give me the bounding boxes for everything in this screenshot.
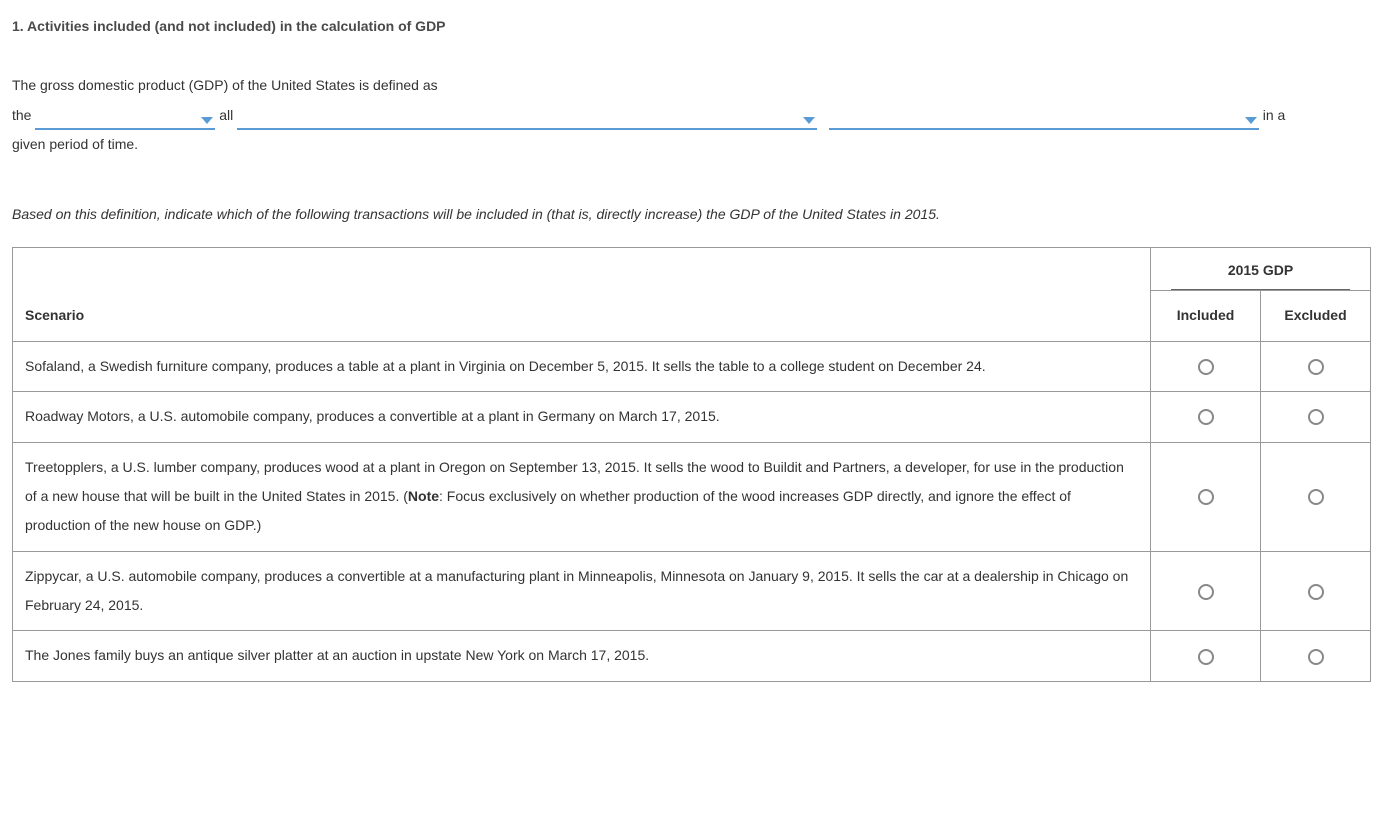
table-row: Treetopplers, a U.S. lumber company, pro… bbox=[13, 442, 1371, 551]
dropdown-1[interactable] bbox=[35, 128, 215, 130]
group-header-cell: 2015 GDP bbox=[1151, 247, 1371, 290]
dropdown-2[interactable] bbox=[237, 128, 817, 130]
radio-excluded[interactable] bbox=[1308, 649, 1324, 665]
instruction-text: Based on this definition, indicate which… bbox=[12, 200, 1371, 229]
dropdown-3[interactable] bbox=[829, 128, 1259, 130]
scenario-table: Scenario 2015 GDP Included Excluded Sofa… bbox=[12, 247, 1371, 682]
chevron-down-icon bbox=[201, 117, 213, 124]
chevron-down-icon bbox=[1245, 117, 1257, 124]
radio-included[interactable] bbox=[1198, 359, 1214, 375]
intro-text-4: in a bbox=[1263, 107, 1286, 123]
radio-included[interactable] bbox=[1198, 409, 1214, 425]
scenario-text: Sofaland, a Swedish furniture company, p… bbox=[13, 341, 1151, 391]
scenario-text: Zippycar, a U.S. automobile company, pro… bbox=[13, 551, 1151, 631]
scenario-header: Scenario bbox=[13, 247, 1151, 341]
intro-text-1: The gross domestic product (GDP) of the … bbox=[12, 77, 438, 93]
intro-paragraph: The gross domestic product (GDP) of the … bbox=[12, 71, 1371, 159]
included-header: Included bbox=[1151, 291, 1261, 341]
chevron-down-icon bbox=[803, 117, 815, 124]
table-row: Zippycar, a U.S. automobile company, pro… bbox=[13, 551, 1371, 631]
table-row: Roadway Motors, a U.S. automobile compan… bbox=[13, 392, 1371, 442]
radio-excluded[interactable] bbox=[1308, 584, 1324, 600]
radio-excluded[interactable] bbox=[1308, 489, 1324, 505]
radio-included[interactable] bbox=[1198, 584, 1214, 600]
scenario-text: Treetopplers, a U.S. lumber company, pro… bbox=[13, 442, 1151, 551]
scenario-text: Roadway Motors, a U.S. automobile compan… bbox=[13, 392, 1151, 442]
group-header: 2015 GDP bbox=[1171, 256, 1350, 290]
note-label: Note bbox=[408, 488, 439, 504]
radio-included[interactable] bbox=[1198, 489, 1214, 505]
table-row: Sofaland, a Swedish furniture company, p… bbox=[13, 341, 1371, 391]
radio-excluded[interactable] bbox=[1308, 409, 1324, 425]
intro-text-2: the bbox=[12, 107, 31, 123]
radio-included[interactable] bbox=[1198, 649, 1214, 665]
excluded-header: Excluded bbox=[1261, 291, 1371, 341]
radio-excluded[interactable] bbox=[1308, 359, 1324, 375]
table-row: The Jones family buys an antique silver … bbox=[13, 631, 1371, 681]
question-title: 1. Activities included (and not included… bbox=[12, 12, 1371, 41]
scenario-text: The Jones family buys an antique silver … bbox=[13, 631, 1151, 681]
intro-text-3: all bbox=[219, 107, 233, 123]
intro-text-5: given period of time. bbox=[12, 136, 138, 152]
